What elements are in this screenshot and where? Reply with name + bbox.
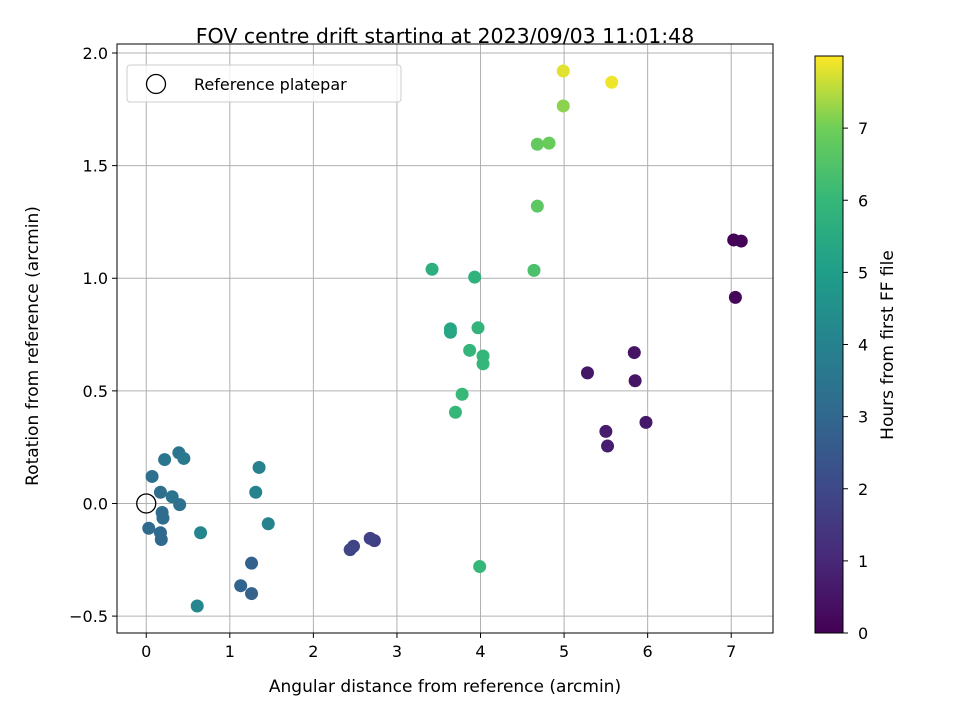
x-tick-label: 5 xyxy=(559,642,569,661)
y-tick-label: 2.0 xyxy=(83,44,108,63)
colorbar-tick-label: 7 xyxy=(858,119,868,138)
scatter-point xyxy=(363,531,377,545)
colorbar-tick-label: 5 xyxy=(858,263,868,282)
scatter-point xyxy=(249,485,263,499)
plot-area xyxy=(116,43,774,634)
colorbar-tick-label: 6 xyxy=(858,191,868,210)
scatter-point xyxy=(455,387,469,401)
scatter-point xyxy=(425,262,439,276)
legend: Reference platepar xyxy=(126,64,402,103)
scatter-point xyxy=(628,374,642,388)
colorbar-tick-label: 1 xyxy=(858,552,868,571)
scatter-point xyxy=(468,270,482,284)
x-tick-label: 2 xyxy=(308,642,318,661)
colorbar-tick-label: 4 xyxy=(858,336,868,355)
x-tick-label: 4 xyxy=(475,642,485,661)
scatter-point xyxy=(194,526,208,540)
scatter-point xyxy=(245,556,259,570)
colorbar: 0 1 2 3 4 5 6 7 Hours from first FF file xyxy=(814,55,898,643)
x-tick-label: 0 xyxy=(141,642,151,661)
reference-platepar-point xyxy=(136,493,157,514)
legend-entry-reference-platepar: Reference platepar xyxy=(194,75,347,94)
plot-background xyxy=(117,44,773,633)
scatter-point xyxy=(158,453,172,467)
x-tick-label: 7 xyxy=(726,642,736,661)
scatter-point xyxy=(463,343,477,357)
x-axis-label: Angular distance from reference (arcmin) xyxy=(269,677,621,697)
scatter-point xyxy=(153,526,167,540)
x-axis-ticks: 0 1 2 3 4 5 6 7 xyxy=(141,633,736,661)
scatter-point xyxy=(599,424,613,438)
scatter-point xyxy=(728,290,742,304)
x-tick-label: 3 xyxy=(392,642,402,661)
scatter-point xyxy=(530,137,544,151)
scatter-point xyxy=(145,469,159,483)
scatter-point xyxy=(530,199,544,213)
scatter-point xyxy=(471,321,485,335)
y-axis-label: Rotation from reference (arcmin) xyxy=(23,206,43,486)
y-tick-label: 0.0 xyxy=(83,494,108,513)
scatter-point xyxy=(261,517,275,531)
scatter-point xyxy=(142,521,156,535)
scatter-point xyxy=(234,579,248,593)
scatter-point xyxy=(165,490,179,504)
scatter-point xyxy=(153,485,167,499)
y-tick-label: 1.0 xyxy=(83,269,108,288)
colorbar-ticks: 0 1 2 3 4 5 6 7 xyxy=(843,119,868,643)
scatter-point xyxy=(245,587,259,601)
y-tick-label: 0.5 xyxy=(83,382,108,401)
y-tick-label: −0.5 xyxy=(69,607,108,626)
scatter-point xyxy=(556,99,570,113)
scatter-point xyxy=(527,263,541,277)
legend-box xyxy=(126,64,402,103)
scatter-point xyxy=(601,439,615,453)
scatter-point xyxy=(580,366,594,380)
scatter-point xyxy=(556,64,570,78)
scatter-point xyxy=(252,460,266,474)
scatter-point xyxy=(473,560,487,574)
scatter-point xyxy=(443,325,457,339)
colorbar-tick-label: 0 xyxy=(858,624,868,643)
data-points xyxy=(142,64,748,613)
reference-platepar-marker xyxy=(136,493,157,514)
x-tick-label: 6 xyxy=(643,642,653,661)
scatter-point xyxy=(542,136,556,150)
plot-frame xyxy=(116,43,774,634)
colorbar-tick-label: 2 xyxy=(858,480,868,499)
y-axis-ticks: −0.5 0.0 0.5 1.0 1.5 2.0 xyxy=(69,44,117,626)
scatter-point xyxy=(343,543,357,557)
scatter-point xyxy=(190,599,204,613)
x-tick-label: 1 xyxy=(225,642,235,661)
scatter-point xyxy=(177,451,191,465)
colorbar-tick-label: 3 xyxy=(858,408,868,427)
legend-marker-reference-platepar xyxy=(145,73,167,95)
scatter-point xyxy=(734,234,748,248)
scatter-point xyxy=(627,346,641,360)
grid-lines xyxy=(117,44,773,633)
scatter-point xyxy=(639,415,653,429)
scatter-point xyxy=(448,405,462,419)
colorbar-label: Hours from first FF file xyxy=(878,250,898,440)
scatter-point xyxy=(155,505,169,519)
scatter-point xyxy=(605,75,619,89)
colorbar-gradient xyxy=(814,55,844,634)
scatter-point xyxy=(476,357,490,371)
y-tick-label: 1.5 xyxy=(83,157,108,176)
